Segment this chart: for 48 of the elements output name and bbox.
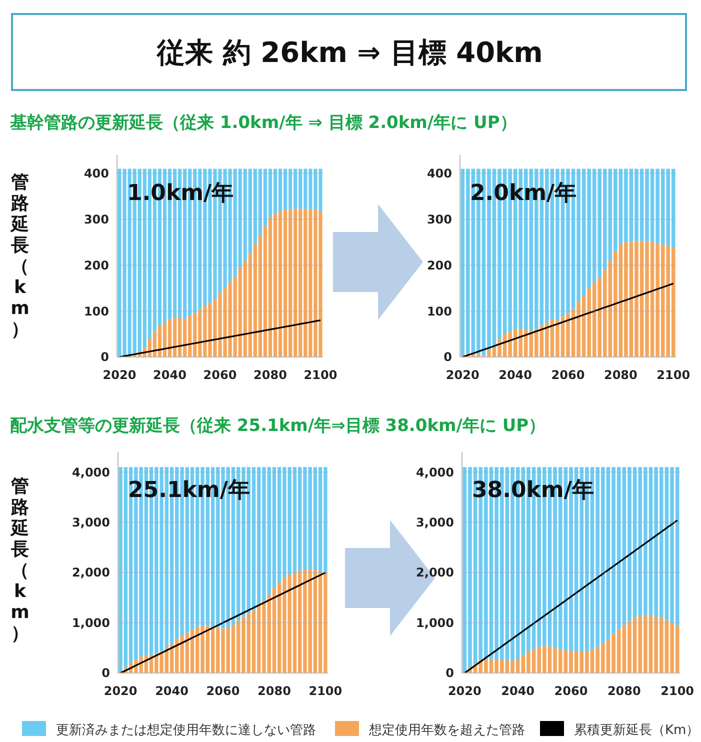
y-tick-label: 400: [426, 166, 452, 181]
y-tick-label: 0: [444, 350, 452, 364]
x-tick-label: 2100: [308, 684, 342, 698]
y-tick-label: 1,000: [416, 616, 454, 630]
x-tick-label: 2080: [254, 368, 287, 382]
x-tick-label: 2060: [554, 684, 588, 698]
legend-label: 累積更新延長（Km）: [574, 723, 700, 738]
legend-label: 更新済みまたは想定使用年数に達しない管路: [56, 722, 316, 738]
x-tick-label: 2100: [304, 368, 338, 382]
y-tick-label: 4,000: [72, 465, 110, 480]
x-tick-label: 2020: [446, 368, 480, 382]
x-tick-label: 2020: [104, 684, 138, 698]
y-tick-label: 200: [426, 258, 452, 272]
y-axis-title: 管路延長（km）: [9, 476, 30, 644]
y-tick-label: 200: [84, 258, 109, 272]
legend-label: 想定使用年数を超えた管路: [368, 723, 525, 738]
y-tick-label: 400: [84, 166, 109, 181]
y-tick-label: 100: [426, 304, 452, 318]
y-tick-label: 3,000: [72, 516, 110, 530]
x-tick-label: 2060: [551, 368, 585, 382]
y-tick-label: 2,000: [416, 566, 454, 580]
x-tick-label: 2020: [102, 368, 136, 382]
y-tick-label: 0: [100, 350, 109, 364]
chart-subtitle: 配水支管等の更新延長（従来 25.1km/年⇒目標 38.0km/年に UP）: [10, 416, 546, 436]
y-tick-label: 0: [102, 666, 110, 680]
x-tick-label: 2100: [656, 368, 690, 382]
y-tick-label: 300: [84, 212, 109, 226]
chart-subtitle: 基幹管路の更新延長（従来 1.0km/年 ⇒ 目標 2.0km/年に UP）: [9, 113, 517, 133]
x-tick-label: 2080: [604, 368, 638, 382]
x-tick-label: 2060: [206, 684, 240, 698]
x-tick-label: 2100: [660, 684, 694, 698]
y-tick-label: 0: [446, 666, 454, 680]
x-tick-label: 2040: [498, 368, 532, 382]
x-tick-label: 2020: [448, 684, 482, 698]
x-tick-label: 2040: [153, 368, 186, 382]
y-tick-label: 1,000: [72, 616, 110, 630]
y-tick-label: 100: [84, 304, 109, 318]
y-tick-label: 4,000: [416, 465, 454, 480]
y-tick-label: 3,000: [416, 516, 454, 530]
y-axis-title: 管路延長（km）: [9, 172, 30, 340]
x-tick-label: 2040: [155, 684, 188, 698]
y-tick-label: 300: [426, 212, 452, 226]
x-tick-label: 2060: [203, 368, 237, 382]
chart-title: 従来 約 26km ⇒ 目標 40km: [156, 36, 543, 69]
x-tick-label: 2080: [607, 684, 641, 698]
x-tick-label: 2080: [258, 684, 291, 698]
y-tick-label: 2,000: [72, 566, 110, 580]
x-tick-label: 2040: [501, 684, 535, 698]
